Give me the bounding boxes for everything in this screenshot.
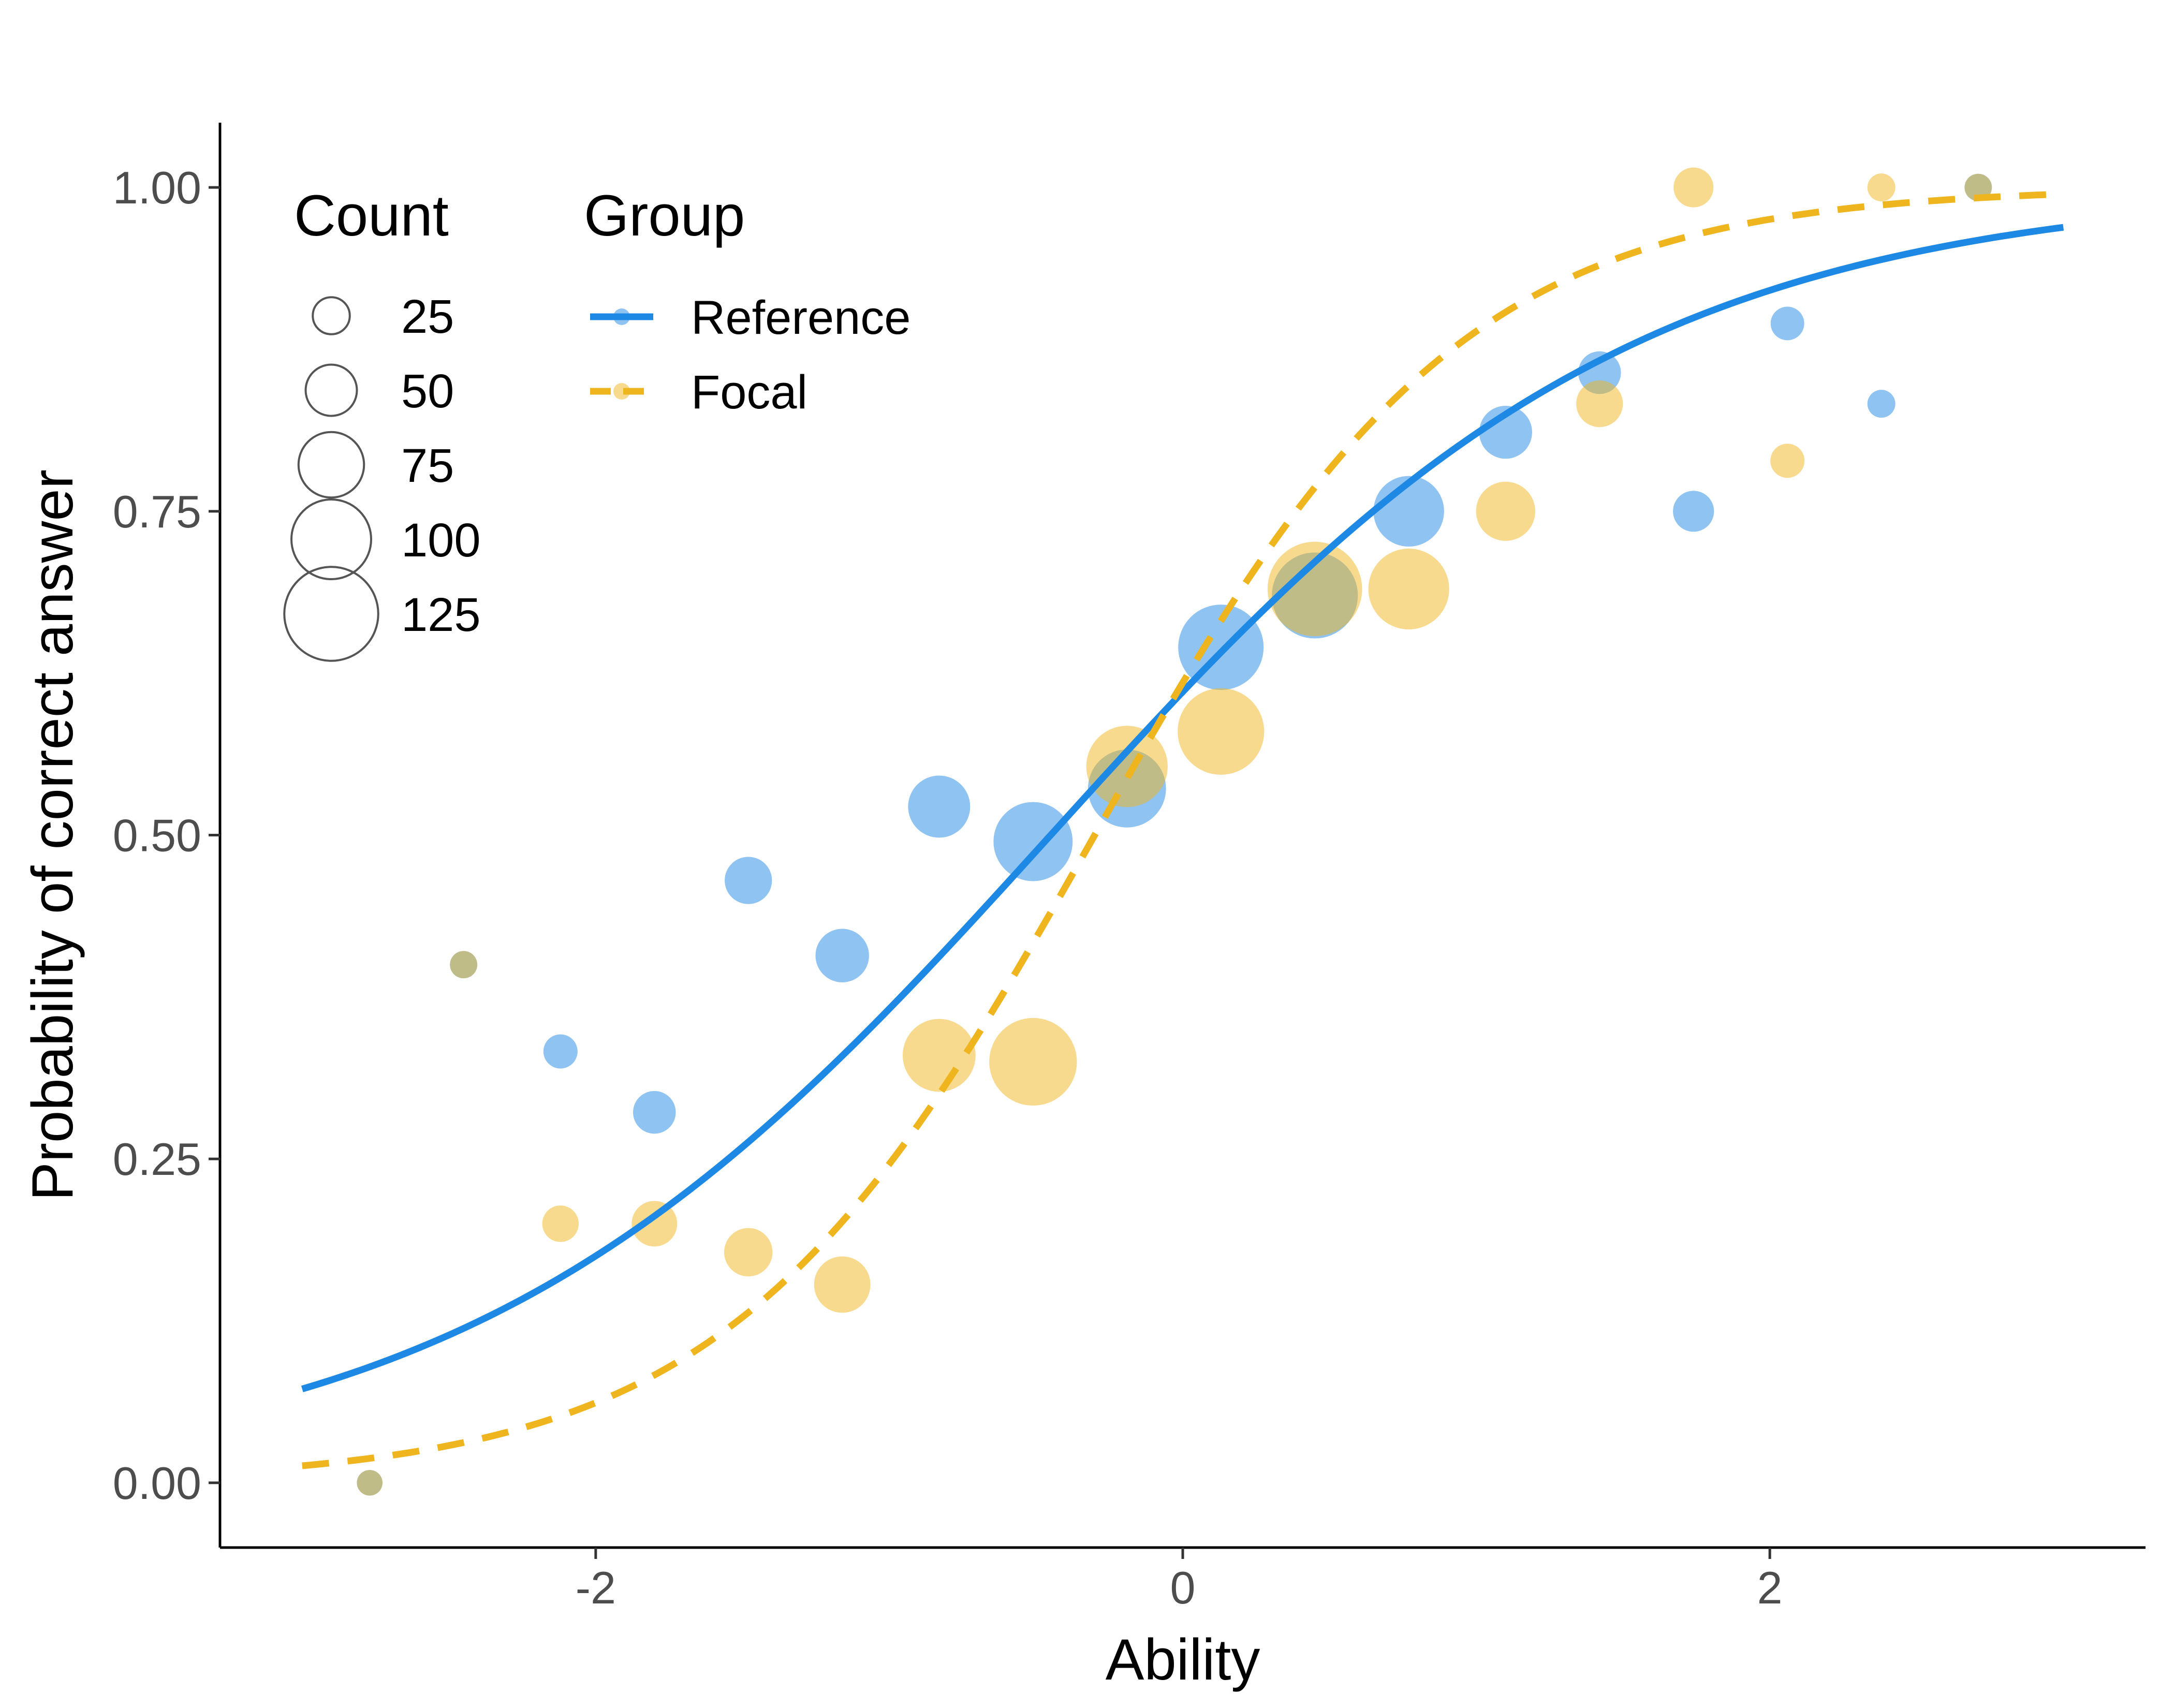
- reference-curve: [301, 224, 2064, 1392]
- x-tick-label-1: 0: [1170, 1562, 1196, 1613]
- reference-point-14: [1673, 491, 1714, 532]
- group-legend-reference-label: Reference: [691, 291, 910, 344]
- size-legend-label-0: 25: [401, 290, 454, 343]
- size-legend-key-3: [290, 498, 372, 580]
- y-axis-title: Probability of correct answer: [20, 469, 85, 1201]
- y-tick-label-3: 0.75: [113, 486, 201, 537]
- size-legend-label-2: 75: [401, 439, 454, 492]
- y-tick-label-1: 0.25: [113, 1133, 201, 1185]
- group-legend-title: Group: [584, 183, 745, 248]
- reference-point-7: [993, 802, 1073, 881]
- focal-point-0: [357, 1470, 383, 1496]
- reference-point-15: [1770, 306, 1804, 341]
- reference-point-2: [543, 1034, 578, 1069]
- size-legend-label-4: 125: [401, 588, 481, 641]
- size-legend-label-3: 100: [401, 514, 481, 567]
- focal-point-3: [631, 1201, 678, 1247]
- x-tick-label-0: -2: [576, 1562, 616, 1613]
- legend-layer: Count 25 50 75 100 125 Group Reference Focal: [283, 183, 910, 662]
- size-legend-key-4: [283, 566, 379, 662]
- focal-point-11: [1368, 548, 1449, 630]
- focal-point-7: [989, 1018, 1077, 1106]
- reference-point-16: [1867, 390, 1896, 418]
- focal-point-2: [542, 1205, 579, 1242]
- focal-point-1: [450, 951, 478, 979]
- reference-point-4: [725, 857, 772, 904]
- reference-point-3: [633, 1091, 676, 1134]
- focal-point-9: [1178, 688, 1265, 775]
- x-axis-title: Ability: [1106, 1627, 1260, 1692]
- group-legend-reference-dot: [613, 308, 630, 325]
- y-tick-label-0: 0.00: [113, 1457, 201, 1509]
- reference-point-6: [908, 775, 971, 838]
- group-legend-focal-label: Focal: [691, 366, 807, 419]
- size-legend-label-1: 50: [401, 365, 454, 418]
- curves-layer: [301, 190, 2064, 1469]
- y-tick-label-2: 0.50: [113, 810, 201, 861]
- focal-point-4: [724, 1228, 773, 1277]
- focal-curve: [302, 190, 2064, 1469]
- size-legend-key-1: [304, 363, 358, 417]
- x-tick-label-2: 2: [1757, 1562, 1783, 1613]
- focal-point-14: [1673, 167, 1714, 208]
- points-layer: [357, 167, 1992, 1496]
- focal-point-8: [1086, 726, 1168, 807]
- focal-point-15: [1770, 444, 1805, 478]
- focal-point-16: [1867, 173, 1896, 202]
- axes-layer: 0.00 0.25 0.50 0.75 1.00 -2 0 2: [113, 123, 2146, 1613]
- y-tick-label-4: 1.00: [113, 162, 201, 213]
- reference-point-5: [815, 929, 869, 982]
- focal-point-5: [814, 1256, 871, 1313]
- focal-point-10: [1267, 541, 1362, 637]
- size-legend-key-0: [312, 296, 351, 335]
- group-legend-focal-dot: [613, 383, 630, 400]
- focal-point-13: [1576, 380, 1623, 428]
- focal-point-12: [1476, 481, 1535, 541]
- size-legend-key-2: [297, 431, 365, 499]
- reference-point-9: [1178, 605, 1264, 690]
- focal-point-6: [902, 1019, 976, 1092]
- size-legend-title: Count: [294, 183, 449, 248]
